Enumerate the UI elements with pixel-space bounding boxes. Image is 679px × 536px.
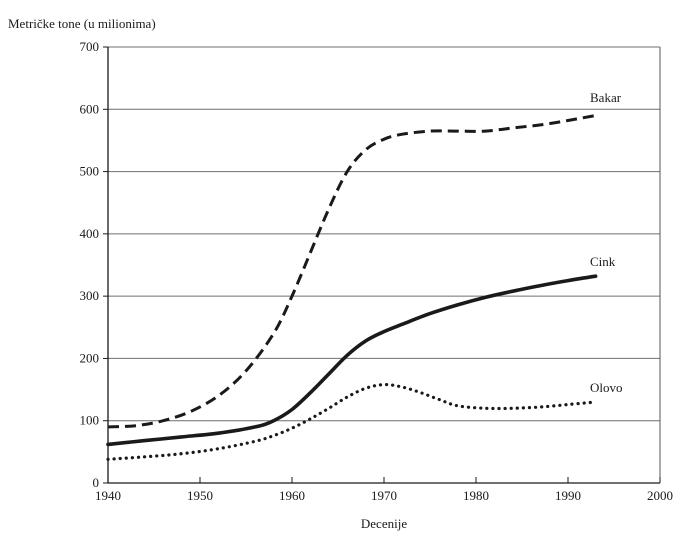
y-tick-label: 500 — [80, 164, 100, 179]
gridlines — [108, 46, 660, 422]
series-line-cink — [106, 274, 598, 447]
y-axis-title: Metričke tone (u milionima) — [8, 16, 156, 31]
x-tick-label: 1980 — [463, 488, 489, 503]
series-label-olovo: Olovo — [590, 380, 623, 395]
x-tick-label: 1940 — [95, 488, 121, 503]
x-tick-label: 2000 — [647, 488, 673, 503]
x-tick-label: 1990 — [555, 488, 581, 503]
series-label-bakar: Bakar — [590, 90, 622, 105]
series-lines — [106, 114, 598, 461]
axes — [103, 46, 661, 484]
y-tick-label: 300 — [80, 288, 100, 303]
series-label-cink: Cink — [590, 254, 616, 269]
x-tick-label: 1970 — [371, 488, 397, 503]
x-axis-title: Decenije — [361, 516, 407, 531]
y-tick-label: 0 — [93, 475, 100, 490]
y-tick-label: 600 — [80, 101, 100, 116]
tick-labels: 0 100 200 300 400 500 600 700 1940 1950 1960 1970 19… — [80, 39, 674, 503]
series-line-bakar — [107, 114, 596, 429]
y-tick-label: 700 — [80, 39, 100, 54]
y-tick-label: 100 — [80, 413, 100, 428]
series-line-olovo — [106, 382, 598, 461]
y-tick-label: 400 — [80, 226, 100, 241]
y-tick-label: 200 — [80, 350, 100, 365]
x-tick-label: 1960 — [279, 488, 305, 503]
series-labels: Bakar Cink Olovo — [590, 90, 623, 395]
x-tick-label: 1950 — [187, 488, 213, 503]
